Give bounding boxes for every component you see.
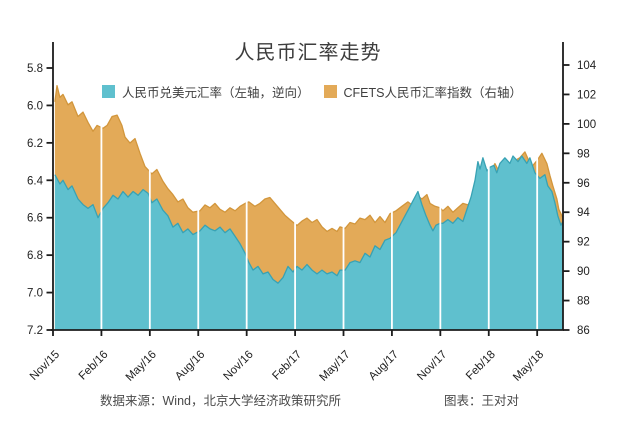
x-axis-tick-label: Feb/16: [77, 349, 111, 383]
chart-legend: 人民币兑美元汇率（左轴，逆向） CFETS人民币汇率指数（右轴）: [0, 82, 624, 101]
left-axis-tick-label: 5.8: [27, 63, 43, 75]
usdcny-swatch-icon: [102, 85, 115, 98]
right-axis-tick-label: 92: [577, 237, 590, 249]
right-axis-tick-label: 100: [577, 119, 596, 131]
right-axis-tick-label: 102: [577, 89, 596, 101]
x-axis-tick-label: Aug/16: [173, 349, 207, 383]
legend-label-usdcny: 人民币兑美元汇率（左轴，逆向）: [122, 86, 310, 100]
usdcny-area-edge: [54, 155, 564, 284]
x-axis-tick-label: Feb/17: [270, 349, 304, 383]
cfets-swatch-icon: [323, 85, 337, 98]
x-axis-tick-label: Nov/16: [222, 349, 256, 383]
right-axis-tick-label: 86: [577, 325, 590, 337]
left-axis-tick-label: 6.0: [27, 100, 43, 112]
x-axis-tick-label: Feb/18: [464, 349, 498, 383]
x-axis-tick-label: Aug/17: [367, 349, 401, 383]
legend-label-cfets: CFETS人民币汇率指数（右轴）: [343, 86, 522, 100]
usdcny-area: [54, 156, 564, 330]
data-source-note: 数据来源：Wind，北京大学经济政策研究所: [100, 394, 341, 408]
x-axis-tick-label: May/18: [511, 349, 546, 384]
left-axis-tick-label: 6.2: [27, 138, 43, 150]
chart-title: 人民币汇率走势: [234, 42, 382, 64]
right-axis-tick-label: 104: [577, 60, 597, 72]
x-axis-tick-label: Nov/17: [415, 349, 449, 383]
left-axis-tick-label: 6.6: [27, 213, 43, 225]
left-axis-tick-label: 7.2: [27, 325, 43, 337]
cfets-area-edge: [54, 84, 564, 233]
chart-credit-note: 图表：王对对: [444, 394, 520, 408]
x-axis-tick-label: May/17: [317, 349, 352, 384]
right-axis-tick-label: 94: [577, 207, 590, 219]
legend-item-usdcny: 人民币兑美元汇率（左轴，逆向）: [102, 82, 310, 101]
x-axis-tick-label: May/16: [124, 349, 159, 384]
right-axis-tick-label: 98: [577, 148, 590, 160]
left-axis-tick-label: 6.8: [27, 250, 43, 262]
legend-item-cfets: CFETS人民币汇率指数（右轴）: [323, 82, 522, 101]
right-axis-tick-label: 96: [577, 178, 590, 190]
left-axis-tick-label: 6.4: [27, 175, 44, 187]
x-axis-tick-label: Nov/15: [28, 349, 62, 383]
right-axis-tick-label: 88: [577, 296, 590, 308]
left-axis-tick-label: 7.0: [27, 288, 43, 300]
right-axis-tick-label: 90: [577, 266, 590, 278]
